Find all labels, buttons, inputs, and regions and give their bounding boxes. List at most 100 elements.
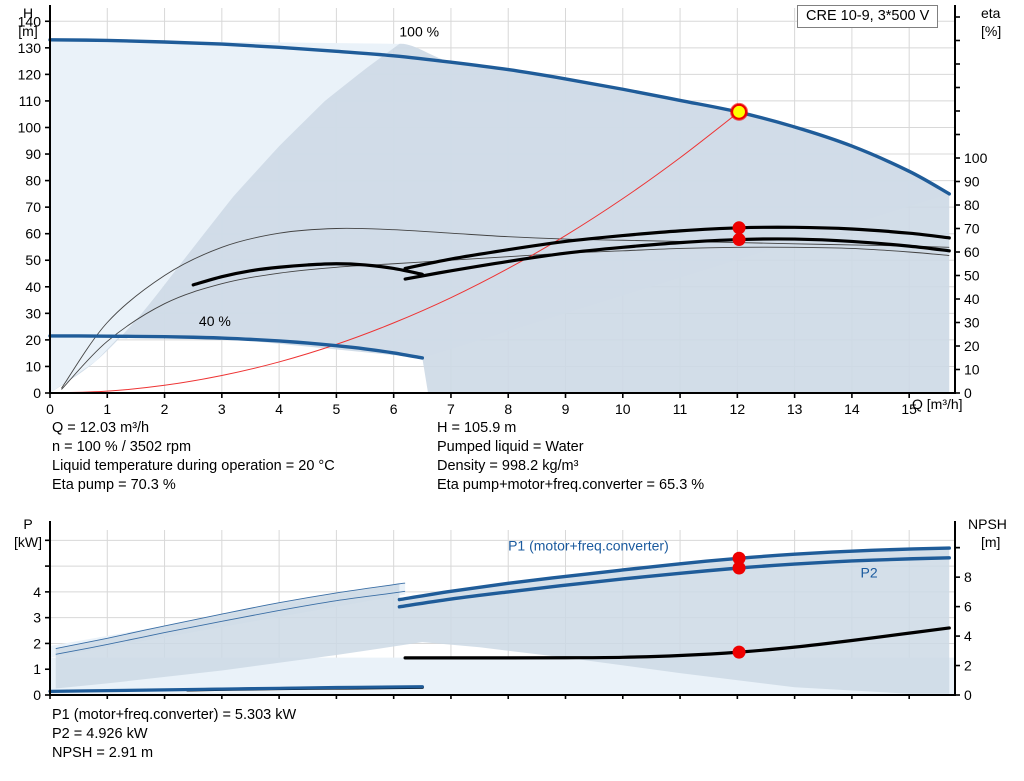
info-q: Q = 12.03 m³/h xyxy=(52,420,150,436)
head-curve xyxy=(48,334,425,360)
svg-text:140: 140 xyxy=(18,13,42,29)
info-pumped-liquid: Pumped liquid = Water xyxy=(437,439,584,455)
info-density: Density = 998.2 kg/m³ xyxy=(437,458,579,474)
svg-text:20: 20 xyxy=(25,332,41,348)
svg-text:3: 3 xyxy=(218,401,226,415)
svg-text:0: 0 xyxy=(964,687,972,703)
svg-text:80: 80 xyxy=(964,197,980,213)
duty-info-right: H = 105.9 m Pumped liquid = Water Densit… xyxy=(437,419,704,495)
svg-text:1: 1 xyxy=(33,661,41,677)
head-efficiency-chart: 0102030405060708090100110120130140010203… xyxy=(18,5,1002,415)
y2-axis-unit-eta: [%] xyxy=(981,23,1001,39)
y-axis-caption-p: P xyxy=(23,516,32,532)
info-speed: n = 100 % / 3502 rpm xyxy=(52,439,192,455)
duty-point-eta-total[interactable] xyxy=(732,233,746,247)
svg-text:1: 1 xyxy=(103,401,111,415)
svg-text:120: 120 xyxy=(18,66,42,82)
duty-point-eta-pump[interactable] xyxy=(732,221,746,235)
svg-text:10: 10 xyxy=(964,362,980,378)
svg-text:4: 4 xyxy=(964,628,972,644)
svg-text:13: 13 xyxy=(787,401,803,415)
svg-text:4: 4 xyxy=(33,584,41,600)
power-envelope-shape xyxy=(55,548,950,694)
svg-text:0: 0 xyxy=(33,385,41,401)
axes xyxy=(45,521,960,699)
svg-text:60: 60 xyxy=(25,226,41,242)
efficiency-curve xyxy=(403,225,951,271)
duty-point-npsh[interactable] xyxy=(732,645,746,659)
svg-text:70: 70 xyxy=(964,221,980,237)
info-npsh: NPSH = 2.91 m xyxy=(52,745,154,761)
info-liquid-temperature: Liquid temperature during operation = 20… xyxy=(52,458,335,474)
power-npsh-chart: 0 1 2 3 4 0 2 4 6 8 P [kW] NPSH [m] P1 (motor+freq.con… xyxy=(14,516,1007,703)
axes xyxy=(45,5,960,398)
svg-text:15: 15 xyxy=(901,401,917,415)
curves xyxy=(48,546,951,693)
svg-text:10: 10 xyxy=(25,358,41,374)
efficiency-curve xyxy=(191,262,424,287)
envelope-shape xyxy=(50,43,950,394)
power-curve xyxy=(397,546,951,602)
pump-model-titlebox: CRE 10-9, 3*500 V xyxy=(797,5,939,28)
npsh-curve xyxy=(403,626,951,660)
svg-text:40: 40 xyxy=(964,291,980,307)
svg-text:100: 100 xyxy=(964,150,988,166)
info-p1: P1 (motor+freq.converter) = 5.303 kW xyxy=(52,707,297,723)
svg-text:8: 8 xyxy=(504,401,512,415)
svg-text:50: 50 xyxy=(964,268,980,284)
system-curve xyxy=(49,111,740,394)
efficiency-curve xyxy=(403,237,951,281)
power-envelope-curve xyxy=(55,590,406,655)
svg-text:8: 8 xyxy=(964,569,972,585)
svg-text:30: 30 xyxy=(964,315,980,331)
power-info: P1 (motor+freq.converter) = 5.303 kW P2 … xyxy=(52,706,296,763)
svg-text:10: 10 xyxy=(615,401,631,415)
svg-text:5: 5 xyxy=(332,401,340,415)
svg-text:20: 20 xyxy=(964,338,980,354)
y2-axis-unit-npsh: [m] xyxy=(981,534,1000,550)
y-axis-unit-p: [kW] xyxy=(14,534,42,550)
svg-text:11: 11 xyxy=(673,401,688,415)
p1-low-speed-curve xyxy=(48,685,424,693)
info-p2: P2 = 4.926 kW xyxy=(52,726,148,742)
svg-text:3: 3 xyxy=(33,610,41,626)
labels: 0 1 2 3 4 0 2 4 6 8 P [kW] NPSH [m] P1 (motor+freq.con… xyxy=(14,516,1007,703)
svg-text:6: 6 xyxy=(964,599,972,615)
svg-text:2: 2 xyxy=(964,658,972,674)
y-axis-unit-h: [m] xyxy=(18,23,37,39)
svg-text:40: 40 xyxy=(25,279,41,295)
duty-point-p2[interactable] xyxy=(732,561,746,575)
y-axis-caption-h: H xyxy=(23,5,33,21)
svg-text:60: 60 xyxy=(964,244,980,260)
svg-text:90: 90 xyxy=(25,146,41,162)
y2-axis-caption-eta: eta xyxy=(981,5,1001,21)
y2-axis-caption-npsh: NPSH xyxy=(968,516,1007,532)
info-eta-pump: Eta pump = 70.3 % xyxy=(52,477,176,493)
eta-envelope-curve xyxy=(61,246,950,390)
svg-text:0: 0 xyxy=(46,401,54,415)
x-axis-caption-q: Q [m³/h] xyxy=(912,396,963,412)
curve-label-40-percent: 40 % xyxy=(199,313,231,329)
svg-text:2: 2 xyxy=(33,635,41,651)
svg-text:50: 50 xyxy=(25,252,41,268)
duty-point-p1[interactable] xyxy=(732,551,746,565)
pump-model-label: CRE 10-9, 3*500 V xyxy=(806,8,930,24)
svg-text:6: 6 xyxy=(390,401,398,415)
duty-point-halo xyxy=(730,102,749,121)
curve-label-p1: P1 (motor+freq.converter) xyxy=(508,538,669,554)
curves xyxy=(48,38,951,394)
duty-point-marker[interactable] xyxy=(730,103,748,120)
svg-text:30: 30 xyxy=(25,305,41,321)
head-curve xyxy=(48,38,951,196)
curve-label-100-percent: 100 % xyxy=(399,24,439,40)
svg-text:4: 4 xyxy=(275,401,283,415)
svg-text:12: 12 xyxy=(730,401,746,415)
labels: 0102030405060708090100110120130140010203… xyxy=(18,5,1002,415)
curve-label-p2: P2 xyxy=(861,565,878,581)
svg-text:80: 80 xyxy=(25,173,41,189)
svg-text:2: 2 xyxy=(161,401,169,415)
svg-text:14: 14 xyxy=(844,401,860,415)
svg-text:9: 9 xyxy=(562,401,570,415)
svg-text:0: 0 xyxy=(33,687,41,703)
